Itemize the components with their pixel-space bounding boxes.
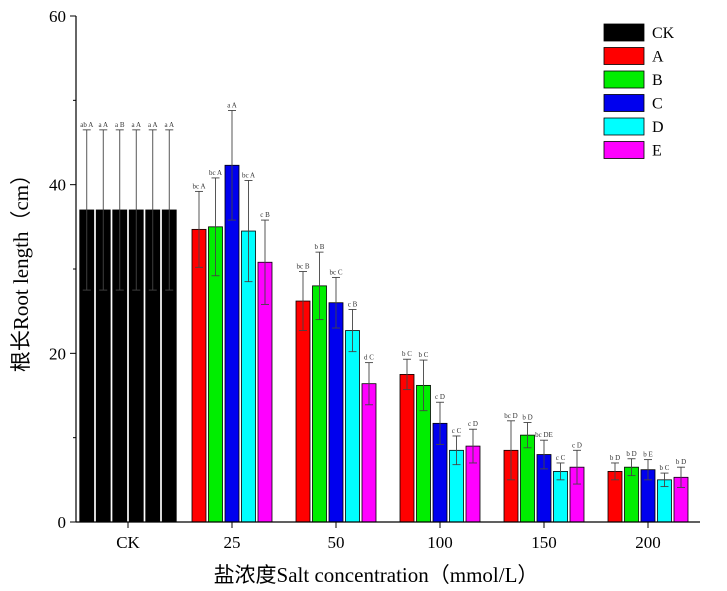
significance-label: b D — [522, 413, 532, 421]
significance-label: c B — [348, 300, 358, 308]
legend-label-d: D — [652, 119, 664, 136]
significance-label: a A — [98, 121, 108, 129]
x-tick-label: 200 — [635, 533, 661, 552]
significance-label: a A — [131, 121, 141, 129]
legend-swatch-b — [603, 70, 645, 89]
x-tick-label: 100 — [427, 533, 453, 552]
significance-labels-layer: ab A a A a B a A a A a A bc A bc A a A bc A c B bc … — [80, 101, 686, 472]
significance-label: a A — [148, 121, 158, 129]
x-tick-label: 50 — [328, 533, 345, 552]
significance-label: bc C — [329, 268, 342, 276]
legend-swatch-c — [603, 94, 645, 112]
bar-c-50 — [328, 302, 344, 523]
legend-label-c: C — [652, 96, 663, 113]
significance-label: b C — [419, 351, 429, 359]
significance-label: b B — [315, 243, 325, 251]
significance-label: a A — [164, 121, 174, 129]
significance-label: bc A — [242, 171, 255, 179]
x-axis-title: 盐浓度Salt concentration（mmol/L） — [214, 563, 539, 587]
legend-swatch-a — [603, 47, 645, 65]
significance-label: bc D — [504, 412, 517, 420]
legend-swatch-ck — [603, 23, 645, 42]
legend-swatch-e — [603, 141, 645, 159]
significance-label: c C — [556, 454, 566, 462]
bar-a-100 — [399, 374, 415, 523]
x-tick-label: 150 — [531, 533, 557, 552]
y-axis-title: 根长Root length（cm） — [9, 164, 33, 372]
significance-label: d C — [364, 354, 374, 362]
legend-label-b: B — [652, 72, 663, 89]
x-tick-label: 25 — [224, 533, 241, 552]
significance-label: b E — [643, 451, 653, 459]
y-tick-label: 40 — [49, 176, 66, 195]
error-bars-layer — [82, 110, 685, 488]
significance-label: bc DE — [535, 431, 553, 439]
bar-a-25 — [191, 228, 207, 523]
bars-layer — [79, 164, 689, 523]
legend-label-ck: CK — [652, 25, 675, 42]
bar-b-50 — [312, 285, 327, 523]
significance-label: c D — [572, 441, 582, 449]
significance-label: bc A — [192, 182, 205, 190]
bar-d-50 — [345, 330, 360, 523]
significance-label: c D — [435, 393, 445, 401]
axes-layer: CK 25 50 100 150 200 0 20 40 60 — [49, 7, 700, 552]
significance-label: bc A — [209, 169, 222, 177]
y-tick-label: 60 — [49, 7, 66, 26]
bar-a-50 — [295, 300, 311, 523]
significance-label: a B — [115, 121, 125, 129]
significance-label: c C — [452, 427, 462, 435]
significance-label: c D — [468, 420, 478, 428]
y-tick-label: 20 — [49, 344, 66, 363]
significance-label: ab A — [80, 121, 93, 129]
significance-label: b C — [660, 464, 670, 472]
x-tick-label: CK — [116, 533, 140, 552]
significance-label: b D — [676, 458, 686, 466]
significance-label: b D — [610, 454, 620, 462]
legend-swatch-d — [603, 117, 645, 136]
y-tick-label: 0 — [58, 513, 67, 532]
significance-label: b D — [626, 450, 636, 458]
significance-label: c B — [260, 211, 270, 219]
significance-label: bc B — [296, 263, 309, 271]
legend-label-e: E — [652, 143, 662, 160]
significance-label: a A — [227, 101, 237, 109]
legend-label-a: A — [652, 49, 664, 66]
significance-label: b C — [402, 350, 412, 358]
